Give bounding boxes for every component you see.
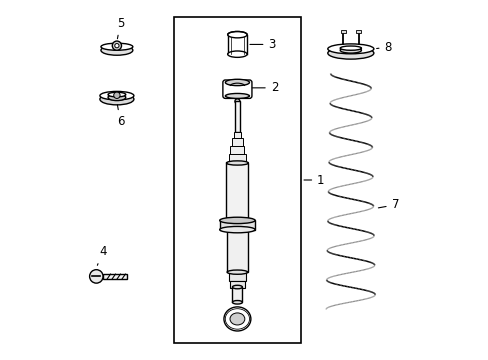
Ellipse shape (108, 94, 125, 100)
Ellipse shape (101, 43, 133, 50)
Ellipse shape (229, 313, 244, 325)
Bar (228, 154, 246, 163)
Ellipse shape (226, 161, 248, 165)
Ellipse shape (100, 94, 134, 105)
FancyBboxPatch shape (223, 80, 251, 98)
Ellipse shape (224, 307, 250, 331)
Ellipse shape (226, 270, 247, 274)
Ellipse shape (340, 48, 361, 53)
Ellipse shape (225, 94, 249, 98)
Circle shape (115, 44, 119, 48)
Text: 1: 1 (304, 174, 324, 186)
Circle shape (112, 41, 121, 50)
Ellipse shape (225, 309, 249, 329)
Ellipse shape (100, 91, 134, 100)
Ellipse shape (226, 219, 248, 223)
Ellipse shape (327, 47, 373, 59)
Ellipse shape (101, 45, 133, 55)
Ellipse shape (219, 217, 255, 224)
Text: 8: 8 (376, 41, 391, 54)
Text: 4: 4 (97, 245, 106, 265)
Text: 3: 3 (249, 38, 275, 51)
Ellipse shape (234, 99, 240, 104)
Bar (103, 274, 127, 279)
Ellipse shape (227, 51, 246, 57)
Circle shape (114, 92, 120, 99)
Text: 6: 6 (117, 105, 124, 128)
Text: 7: 7 (378, 198, 398, 211)
Ellipse shape (227, 31, 246, 38)
Bar (229, 281, 244, 288)
Text: 5: 5 (117, 17, 124, 39)
Ellipse shape (232, 301, 242, 304)
Bar (226, 230, 247, 272)
Bar (219, 220, 255, 230)
Ellipse shape (327, 44, 373, 54)
Bar (355, 30, 360, 33)
Bar (232, 287, 242, 302)
Ellipse shape (219, 226, 255, 233)
Bar (173, 17, 301, 343)
Ellipse shape (225, 79, 249, 86)
Text: 2: 2 (252, 81, 278, 94)
Bar (226, 163, 248, 221)
Circle shape (89, 270, 103, 283)
Ellipse shape (108, 92, 125, 97)
Bar (233, 132, 241, 138)
Bar (232, 138, 242, 146)
Ellipse shape (340, 46, 361, 50)
Bar (235, 101, 239, 132)
Bar (228, 272, 246, 281)
Bar (340, 30, 345, 33)
Bar (230, 145, 244, 154)
Ellipse shape (232, 285, 242, 289)
